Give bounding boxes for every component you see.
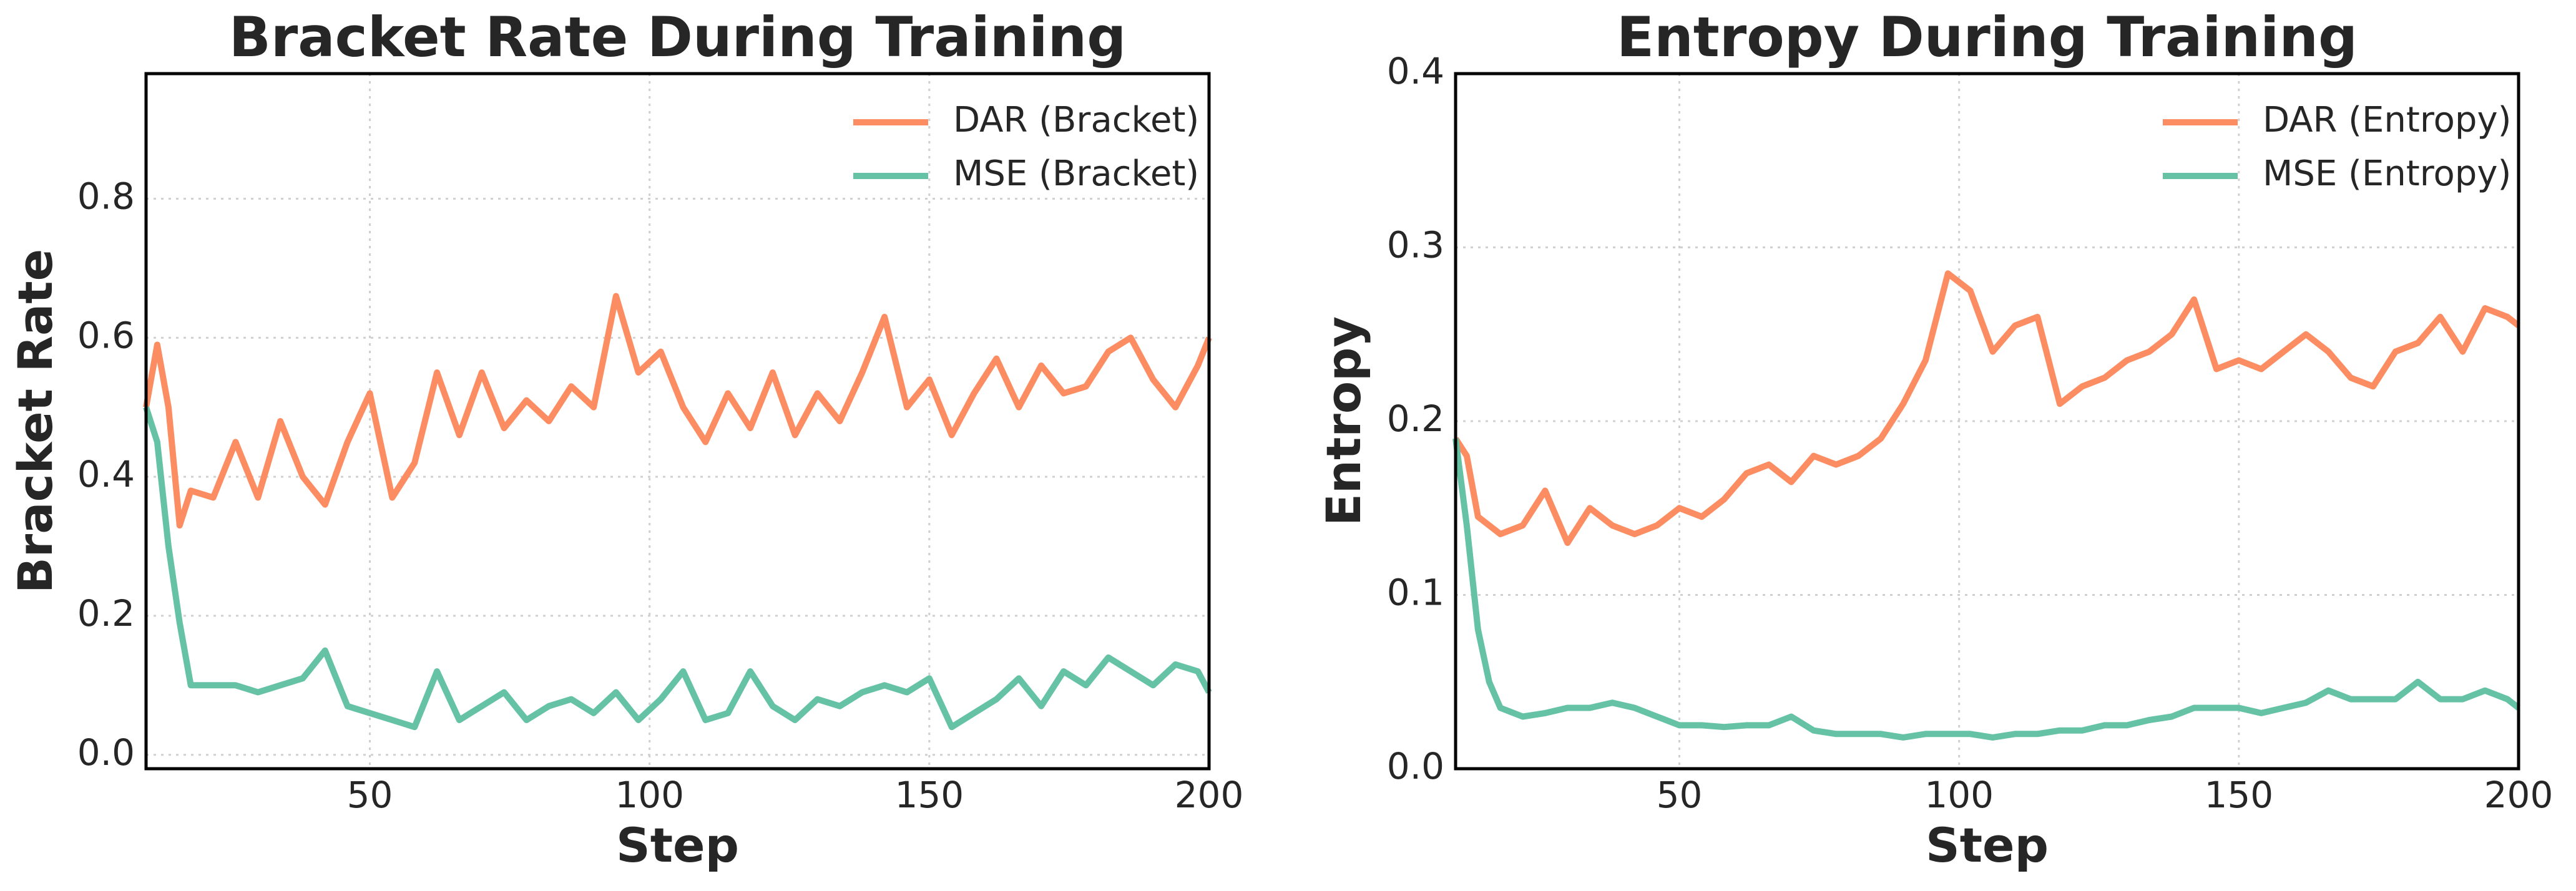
y-tick-label: 0.2 [77,592,135,635]
x-tick-label: 150 [2204,774,2273,816]
y-tick-label: 0.6 [77,314,135,356]
legend-label: MSE (Entropy) [2263,153,2511,194]
y-tick-label: 0.1 [1387,572,1444,614]
x-axis-label: Step [1926,817,2049,873]
plot-frame [1454,72,2520,771]
y-tick-label: 0.0 [1387,745,1444,787]
legend-label: DAR (Entropy) [2263,100,2511,140]
y-tick-label: 0.4 [77,453,135,495]
x-tick-label: 200 [1175,774,1244,816]
x-tick-label: 100 [615,774,684,816]
y-tick-label: 0.3 [1387,224,1444,266]
chart-title: Bracket Rate During Training [229,5,1126,69]
data-line [1452,270,2521,546]
data-line [1452,438,2521,741]
x-tick-label: 50 [1657,774,1703,816]
y-tick-label: 0.8 [77,175,135,218]
data-line [143,293,1212,529]
y-tick-label: 0.4 [1387,50,1444,92]
x-tick-label: 200 [2484,774,2554,816]
y-tick-label: 0.0 [77,731,135,774]
data-line [143,406,1212,731]
legend-label: MSE (Bracket) [953,153,1199,194]
x-tick-label: 150 [894,774,964,816]
x-axis-label: Step [616,817,739,873]
x-tick-label: 50 [347,774,393,816]
legend-label: DAR (Bracket) [953,100,1199,140]
y-tick-label: 0.2 [1387,397,1444,440]
plot-frame [144,72,1211,771]
chart-title: Entropy During Training [1617,5,2358,69]
y-axis-label: Bracket Rate [7,249,63,593]
x-tick-label: 100 [1924,774,1994,816]
y-axis-label: Entropy [1316,316,1371,526]
